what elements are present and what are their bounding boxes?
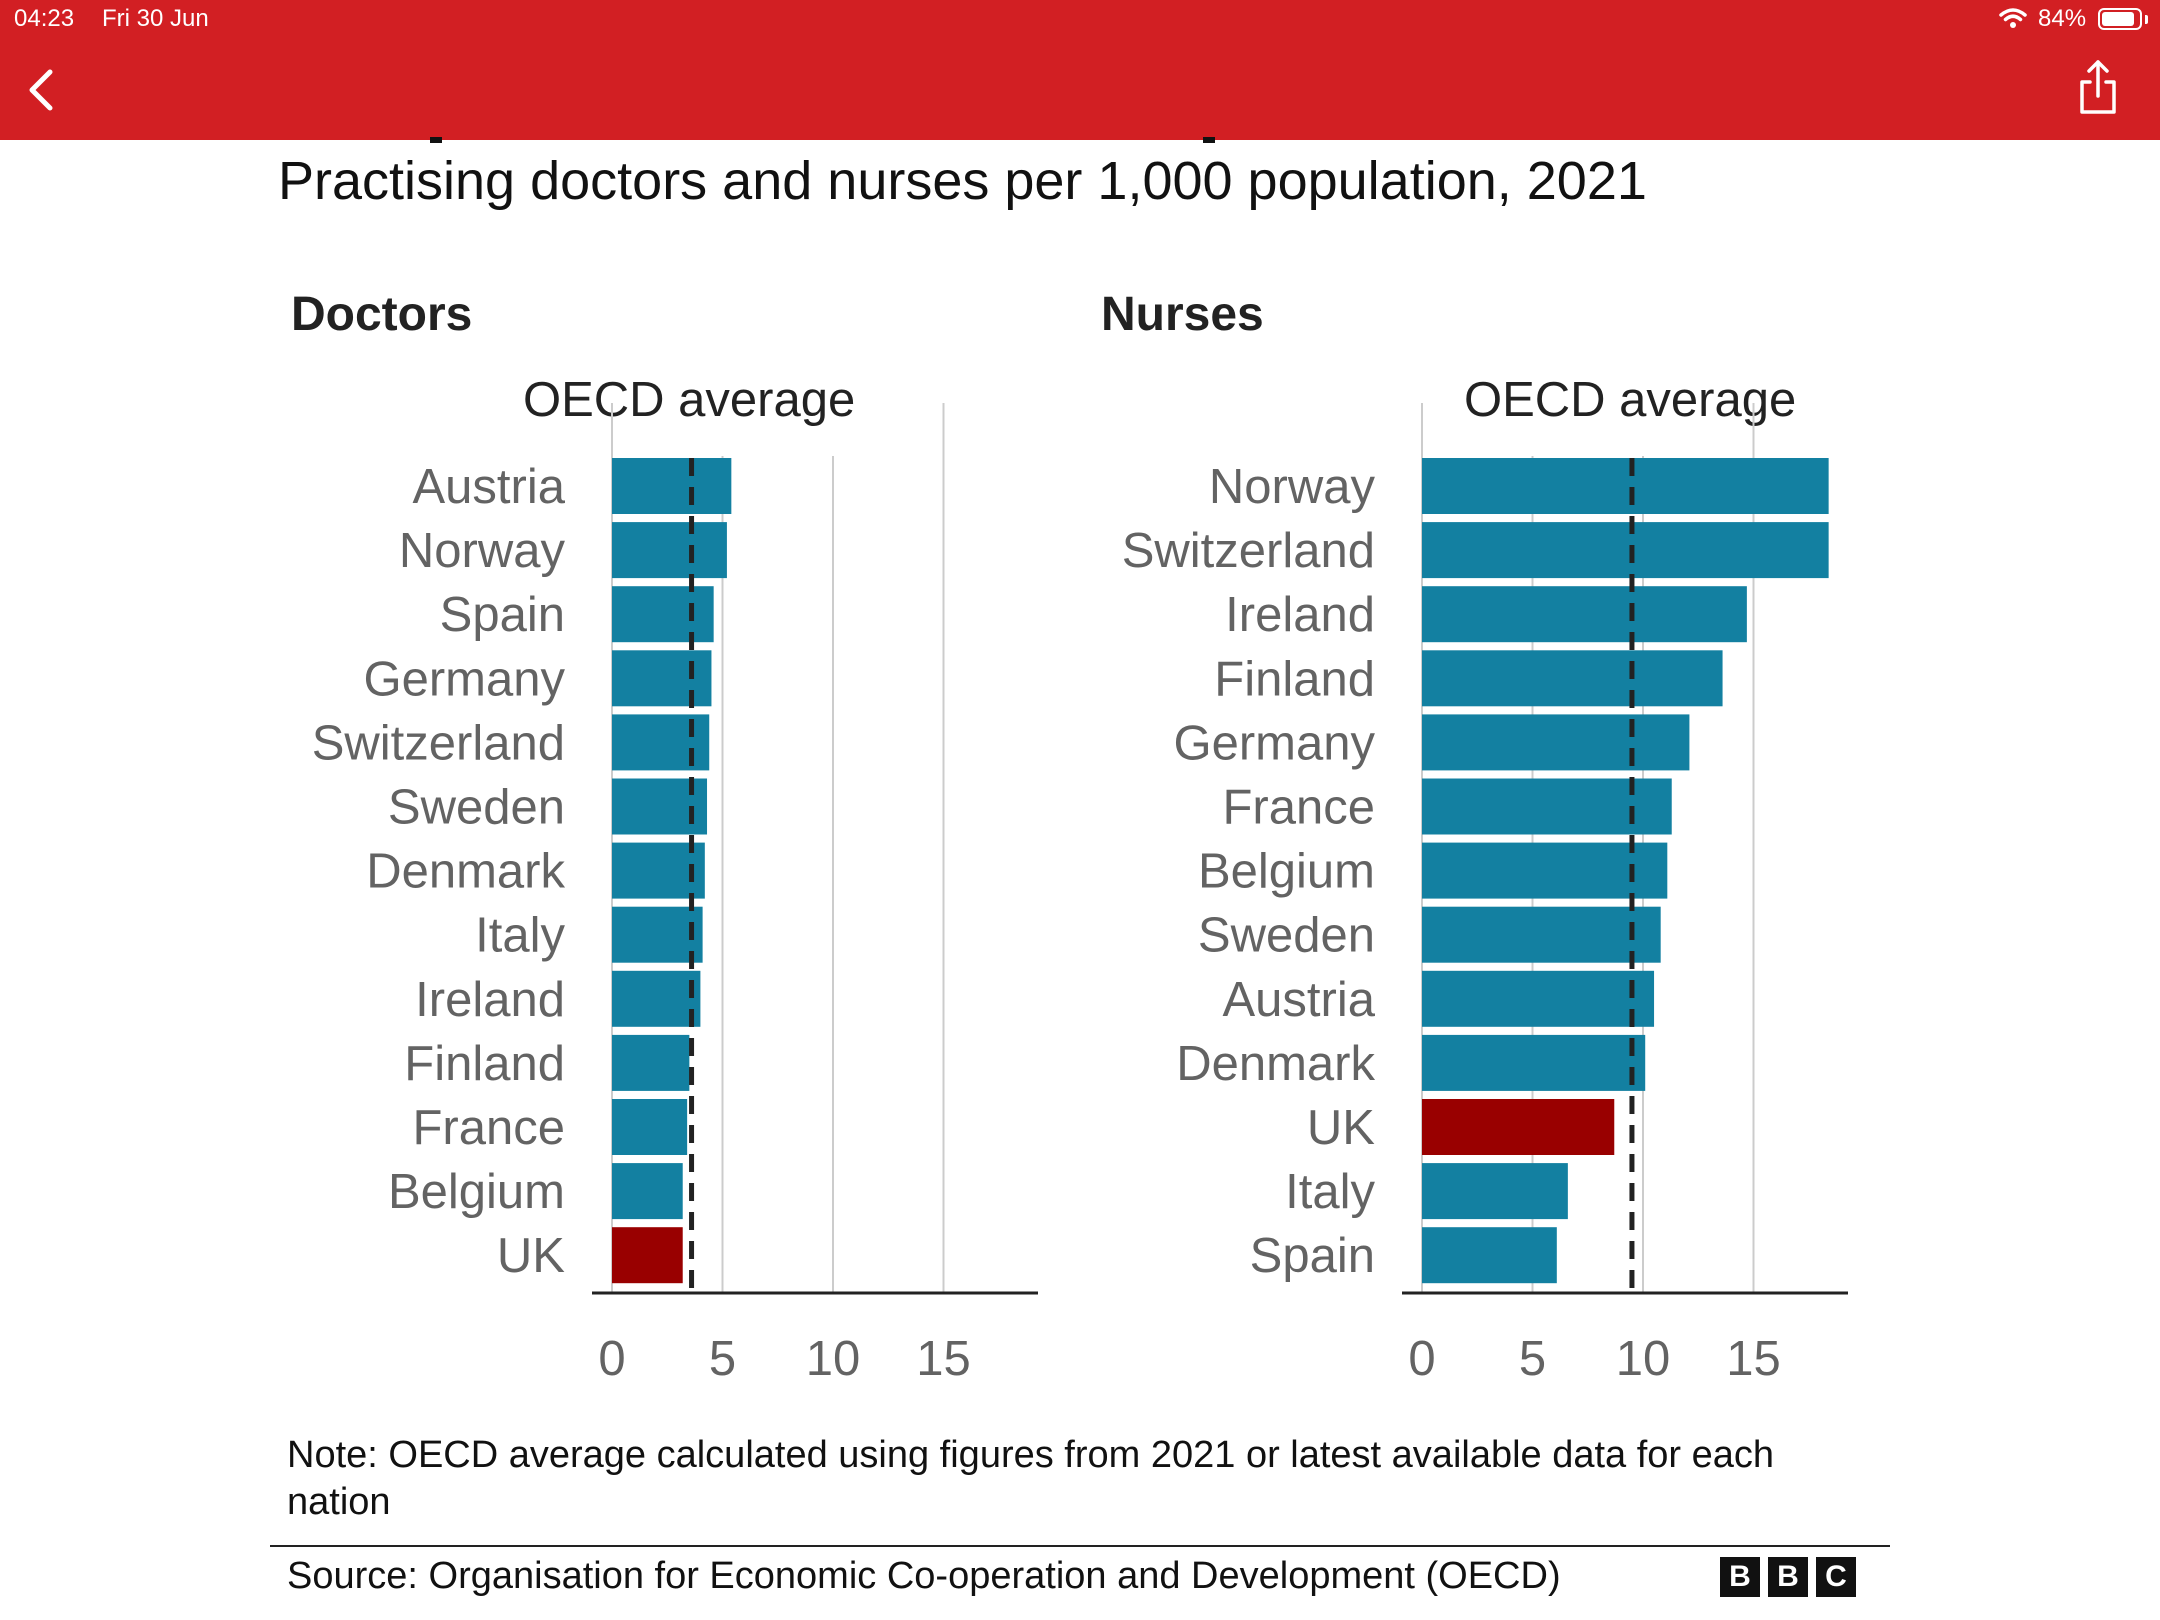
nurses-country-label: Germany <box>1173 716 1375 770</box>
share-button[interactable] <box>2070 54 2126 124</box>
chevron-left-icon <box>29 69 53 111</box>
doctors-country-label: Denmark <box>366 845 565 899</box>
doctors-bar <box>612 970 701 1027</box>
wifi-icon <box>1999 8 2027 28</box>
nurses-country-label: Spain <box>1250 1229 1375 1283</box>
doctors-bar <box>612 650 712 707</box>
status-bar: 04:23 Fri 30 Jun 84% <box>0 0 2160 40</box>
doctors-bar <box>612 522 727 579</box>
doctors-bar <box>612 714 710 771</box>
doctors-tick-label: 0 <box>598 1332 625 1386</box>
doctors-country-label: Italy <box>475 909 565 963</box>
battery-tip <box>2145 15 2148 24</box>
nurses-country-label: Norway <box>1209 460 1376 514</box>
nurses-country-label: Austria <box>1222 973 1375 1027</box>
battery-icon <box>2098 8 2142 30</box>
doctors-country-label: Austria <box>412 460 565 514</box>
nurses-bar <box>1422 650 1723 707</box>
doctors-panel-title: Doctors <box>291 288 473 341</box>
nurses-country-label: Finland <box>1214 652 1375 706</box>
nurses-tick-label: 10 <box>1616 1332 1671 1386</box>
nurses-country-label: Sweden <box>1198 909 1375 963</box>
nurses-bar <box>1422 586 1747 643</box>
doctors-country-label: UK <box>497 1229 565 1283</box>
nurses-tick-label: 15 <box>1726 1332 1781 1386</box>
doctors-country-label: Norway <box>399 524 566 578</box>
nurses-bar <box>1422 458 1829 514</box>
bbc-logo-letter: B <box>1720 1557 1760 1597</box>
doctors-bar <box>612 586 714 643</box>
nurses-bar <box>1422 842 1668 899</box>
nurses-panel-title: Nurses <box>1101 288 1264 341</box>
nurses-tick-label: 0 <box>1408 1332 1435 1386</box>
doctors-country-label: Belgium <box>388 1165 565 1219</box>
nurses-bar <box>1422 906 1661 963</box>
nurses-bar <box>1422 1034 1646 1091</box>
nurses-bar <box>1422 1163 1568 1220</box>
doctors-tick-label: 5 <box>709 1332 736 1386</box>
footer-divider <box>270 1545 1890 1547</box>
battery-percentage: 84% <box>2038 5 2087 32</box>
nurses-oecd-average-label: OECD average <box>1464 373 1797 427</box>
doctors-bar <box>612 1163 683 1220</box>
share-icon <box>2080 60 2116 114</box>
doctors-bar <box>612 1227 683 1284</box>
nurses-bar <box>1422 1227 1557 1284</box>
nurses-bar <box>1422 1099 1615 1155</box>
status-date: Fri 30 Jun <box>102 5 209 32</box>
doctors-bar <box>612 458 732 514</box>
chart-note: Note: OECD average calculated using figu… <box>287 1434 1775 1523</box>
bar-charts: Austria Norway Spain Germany Switzerland Swed… <box>312 403 1848 1386</box>
bbc-logo-letter: C <box>1816 1557 1856 1597</box>
app-nav-bar <box>0 40 2160 140</box>
cropped-heading-fragment <box>1203 137 1215 143</box>
nurses-country-label: Switzerland <box>1122 524 1375 578</box>
back-button[interactable] <box>10 58 70 122</box>
doctors-country-label: Spain <box>440 588 565 642</box>
nurses-country-label: Belgium <box>1198 845 1375 899</box>
nurses-bar <box>1422 970 1655 1027</box>
chart-source: Source: Organisation for Economic Co-ope… <box>287 1555 1561 1597</box>
doctors-country-label: Germany <box>363 652 565 706</box>
doctors-tick-label: 10 <box>806 1332 861 1386</box>
bbc-logo-letter: B <box>1768 1557 1808 1597</box>
nurses-country-label: France <box>1222 781 1375 835</box>
nurses-tick-label: 5 <box>1519 1332 1546 1386</box>
doctors-country-label: France <box>412 1101 565 1155</box>
bbc-logo: B B C <box>1720 1557 1856 1597</box>
cropped-heading-fragment <box>430 137 442 143</box>
nurses-country-label: Ireland <box>1225 588 1375 642</box>
doctors-bar <box>612 1099 688 1155</box>
nurses-bar <box>1422 522 1829 579</box>
doctors-country-label: Ireland <box>415 973 565 1027</box>
chart-title: Practising doctors and nurses per 1,000 … <box>278 151 1647 211</box>
nurses-bar <box>1422 714 1690 771</box>
doctors-bar <box>612 1034 690 1091</box>
doctors-country-label: Finland <box>404 1037 565 1091</box>
nurses-country-label: Italy <box>1285 1165 1375 1219</box>
doctors-oecd-average-label: OECD average <box>523 373 856 427</box>
nurses-country-label: Denmark <box>1176 1037 1375 1091</box>
doctors-country-label: Switzerland <box>312 716 565 770</box>
status-time: 04:23 <box>14 5 75 32</box>
doctors-country-label: Sweden <box>388 781 565 835</box>
nurses-country-label: UK <box>1307 1101 1375 1155</box>
doctors-bar <box>612 906 703 963</box>
doctors-tick-label: 15 <box>916 1332 971 1386</box>
